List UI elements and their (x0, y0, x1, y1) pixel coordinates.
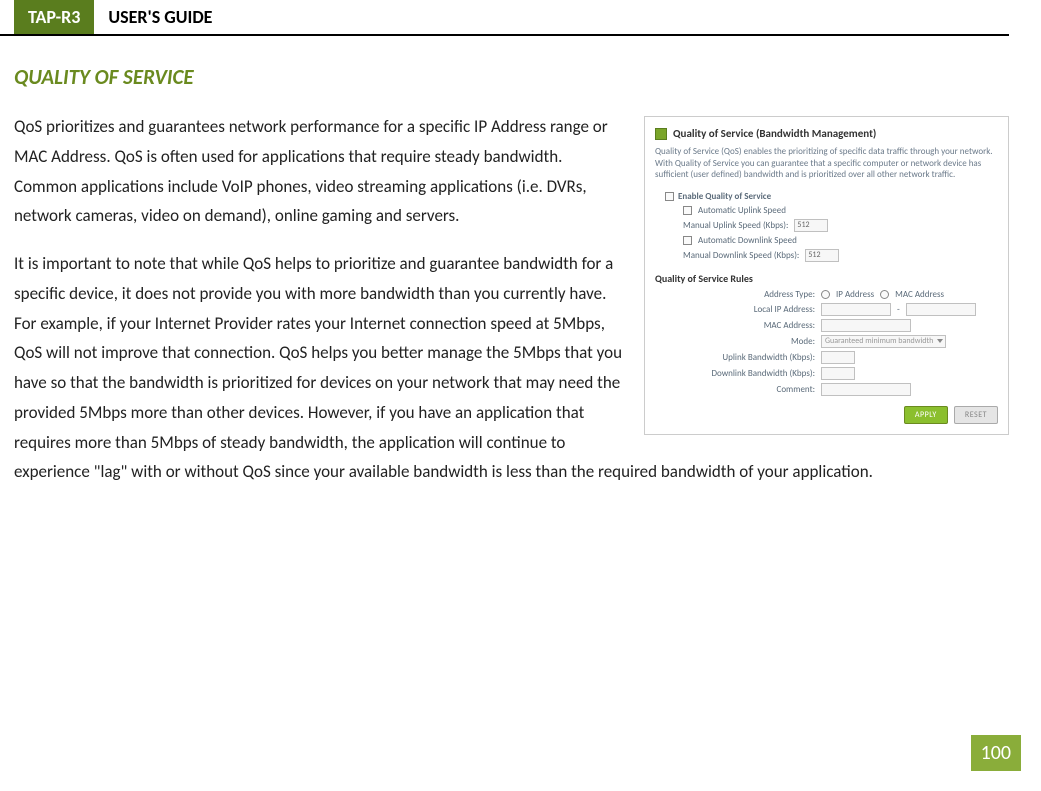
auto-downlink-checkbox[interactable] (683, 236, 692, 245)
manual-downlink-label: Manual Downlink Speed (Kbps): (683, 250, 799, 261)
manual-downlink-input[interactable]: 512 (805, 249, 839, 262)
manual-uplink-label: Manual Uplink Speed (Kbps): (683, 220, 788, 231)
uplink-bw-label: Uplink Bandwidth (Kbps): (665, 352, 815, 363)
comment-input[interactable] (821, 383, 911, 396)
header-title: USER'S GUIDE (94, 0, 226, 34)
mac-address-label: MAC Address: (665, 320, 815, 331)
rules-heading: Quality of Service Rules (655, 272, 998, 285)
local-ip-label: Local IP Address: (665, 304, 815, 315)
comment-label: Comment: (665, 384, 815, 395)
downlink-bw-input[interactable] (821, 367, 855, 380)
ip-radio-label: IP Address (836, 289, 874, 300)
header-bar: TAP-R3 USER'S GUIDE (0, 0, 1009, 36)
manual-uplink-input[interactable]: 512 (794, 219, 828, 232)
mac-radio-label: MAC Address (895, 289, 944, 300)
ip-radio[interactable] (821, 290, 830, 299)
uplink-bw-input[interactable] (821, 351, 855, 364)
auto-downlink-label: Automatic Downlink Speed (698, 235, 797, 246)
downlink-bw-label: Downlink Bandwidth (Kbps): (665, 368, 815, 379)
mac-address-input[interactable] (821, 319, 911, 332)
header-spacer (0, 0, 14, 34)
ip-dash: - (897, 304, 900, 315)
auto-uplink-label: Automatic Uplink Speed (698, 205, 786, 216)
enable-qos-label: Enable Quality of Service (678, 191, 771, 202)
panel-title: Quality of Service (Bandwidth Management… (673, 127, 876, 140)
local-ip-end[interactable] (906, 303, 976, 316)
mode-label: Mode: (665, 336, 815, 347)
page-content: QUALITY OF SERVICE Quality of Service (B… (0, 36, 1041, 487)
mode-select[interactable]: Guaranteed minimum bandwidth (821, 335, 946, 348)
panel-description: Quality of Service (QoS) enables the pri… (655, 146, 998, 181)
address-type-label: Address Type: (665, 289, 815, 300)
qos-settings-figure: Quality of Service (Bandwidth Management… (644, 116, 1009, 435)
section-heading: QUALITY OF SERVICE (14, 64, 1009, 90)
enable-qos-checkbox[interactable] (665, 192, 674, 201)
reset-button[interactable]: RESET (954, 406, 998, 424)
panel-icon (655, 128, 667, 140)
product-badge: TAP-R3 (14, 0, 94, 34)
page-number: 100 (971, 735, 1021, 771)
local-ip-start[interactable] (821, 303, 891, 316)
mac-radio[interactable] (880, 290, 889, 299)
apply-button[interactable]: APPLY (904, 406, 948, 424)
auto-uplink-checkbox[interactable] (683, 206, 692, 215)
